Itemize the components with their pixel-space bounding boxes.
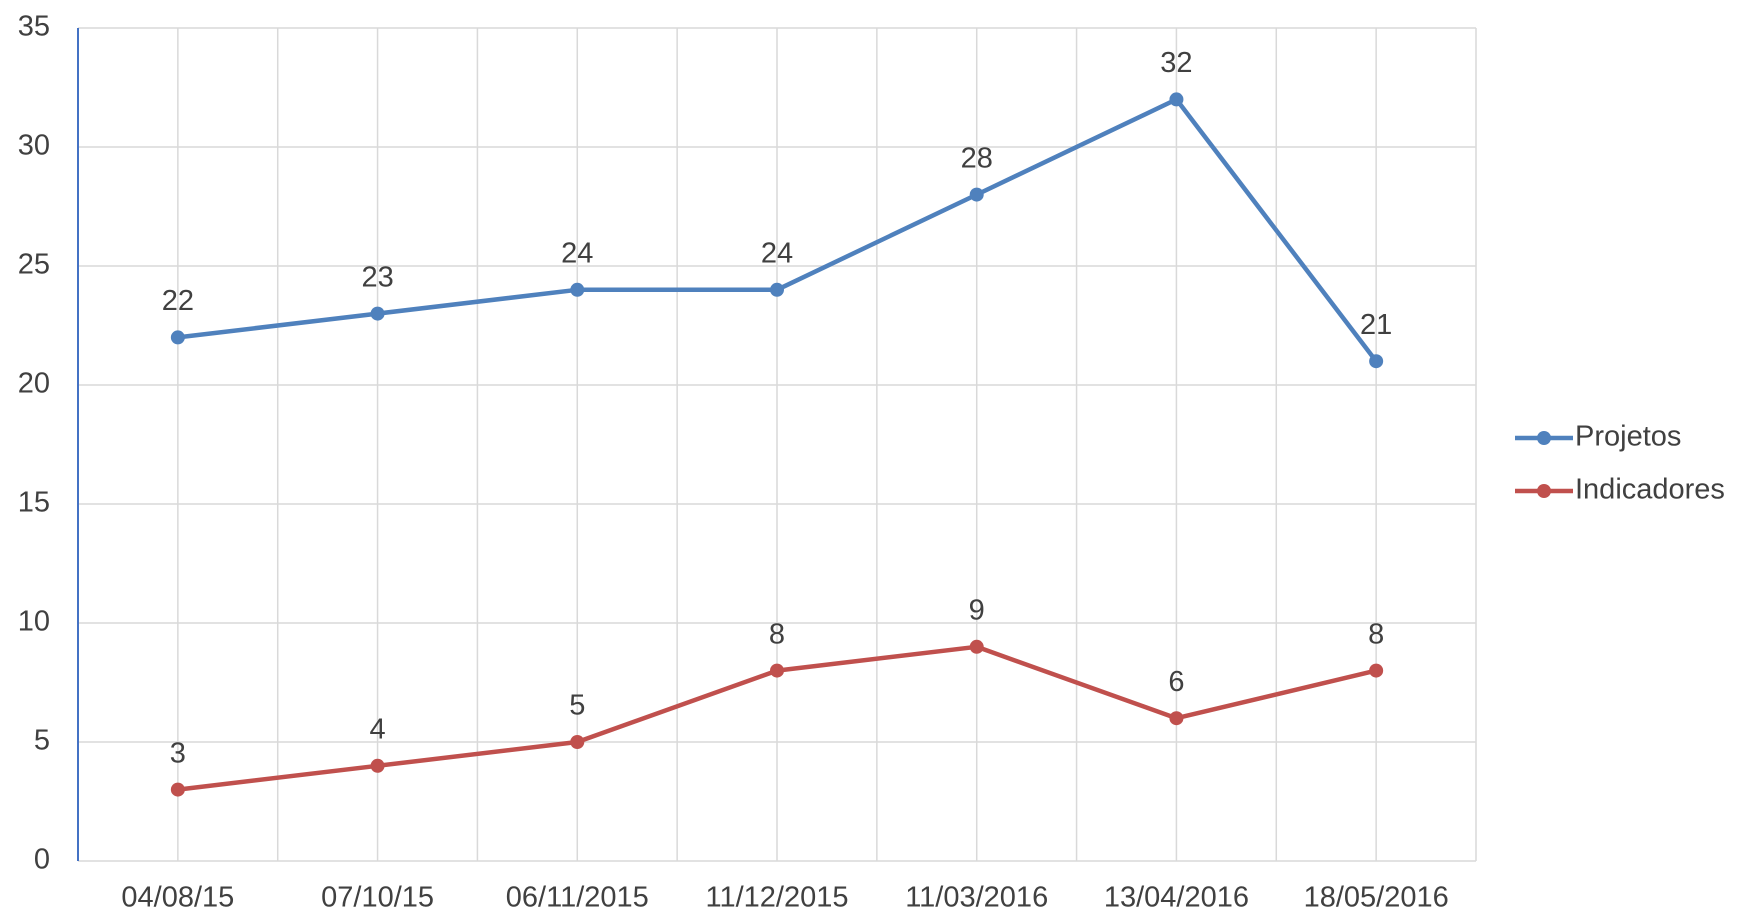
legend-label: Indicadores xyxy=(1575,474,1725,506)
data-label: 8 xyxy=(769,618,785,650)
y-tick-label: 15 xyxy=(18,487,50,519)
data-label: 23 xyxy=(361,261,393,293)
series-point xyxy=(570,282,585,297)
x-tick-label: 13/04/2016 xyxy=(1104,882,1249,914)
x-tick-label: 06/11/2015 xyxy=(506,882,649,914)
series-point xyxy=(1369,663,1384,678)
data-label: 24 xyxy=(761,237,793,269)
y-tick-label: 5 xyxy=(34,725,50,757)
series-point xyxy=(770,282,784,297)
series-point xyxy=(170,782,185,797)
series-point xyxy=(370,758,385,773)
data-label: 28 xyxy=(961,142,993,174)
y-tick-label: 0 xyxy=(34,844,50,876)
series-point xyxy=(770,663,784,678)
y-tick-label: 30 xyxy=(18,130,50,162)
series-point xyxy=(370,306,385,321)
data-label: 8 xyxy=(1368,618,1384,650)
data-label: 5 xyxy=(569,690,585,722)
series-point xyxy=(1169,711,1184,726)
y-tick-label: 20 xyxy=(18,368,50,400)
legend-marker xyxy=(1537,484,1551,498)
x-tick-label: 07/10/15 xyxy=(321,882,434,914)
legend-marker xyxy=(1537,431,1551,445)
x-tick-label: 04/08/15 xyxy=(121,882,234,914)
legend-label: Projetos xyxy=(1575,421,1681,453)
y-tick-label: 10 xyxy=(18,606,50,638)
data-label: 22 xyxy=(162,285,194,317)
series-point xyxy=(1169,92,1184,107)
y-tick-label: 35 xyxy=(18,11,50,43)
data-label: 4 xyxy=(370,713,386,745)
series-point xyxy=(1369,354,1384,369)
series-point xyxy=(969,187,984,202)
data-label: 6 xyxy=(1168,666,1184,698)
x-tick-label: 11/03/2016 xyxy=(905,882,1048,914)
x-tick-label: 18/05/2016 xyxy=(1304,882,1449,914)
data-label: 24 xyxy=(561,237,593,269)
data-label: 21 xyxy=(1360,309,1392,341)
series-point xyxy=(969,639,984,654)
data-label: 9 xyxy=(969,594,985,626)
x-tick-label: 11/12/2015 xyxy=(706,882,849,914)
series-point xyxy=(570,735,585,749)
data-label: 3 xyxy=(170,737,186,769)
data-label: 32 xyxy=(1160,47,1192,79)
series-point xyxy=(170,330,185,345)
y-tick-label: 25 xyxy=(18,249,50,281)
